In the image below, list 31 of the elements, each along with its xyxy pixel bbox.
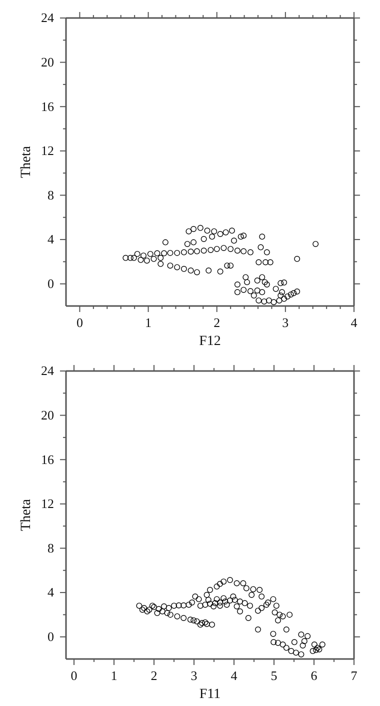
y-tick-label: 0	[48, 629, 54, 644]
y-tick-label: 16	[41, 452, 54, 467]
x-tick-label: 4	[230, 668, 238, 684]
x-tick-label: 2	[150, 668, 158, 684]
x-tick-label: 3	[282, 315, 289, 330]
x-tick-label: 7	[350, 668, 358, 684]
x-tick-label: 1	[110, 668, 118, 684]
x-tick-label: 2	[214, 315, 220, 330]
y-tick-label: 0	[48, 276, 54, 292]
y-axis-title: Theta	[19, 498, 34, 531]
y-tick-label: 20	[41, 407, 54, 422]
y-tick-label: 12	[41, 496, 54, 512]
x-tick-label: 1	[145, 315, 152, 330]
y-tick-label: 24	[41, 10, 54, 26]
x-tick-label: 3	[190, 668, 198, 684]
x-axis-title: F12	[199, 334, 221, 349]
y-tick-label: 8	[48, 540, 54, 556]
y-tick-label: 4	[48, 232, 54, 247]
x-tick-label: 6	[310, 668, 318, 684]
y-tick-label: 8	[48, 187, 54, 202]
x-tick-label: 4	[350, 315, 358, 330]
y-tick-label: 12	[41, 143, 54, 158]
x-axis-title: F11	[199, 687, 221, 702]
x-tick-label: 5	[270, 668, 278, 684]
x-tick-label: 0	[70, 668, 78, 684]
y-axis-title: Theta	[19, 145, 34, 178]
y-tick-label: 20	[41, 54, 54, 70]
y-tick-label: 16	[41, 98, 54, 114]
x-tick-label: 0	[76, 315, 83, 330]
y-tick-label: 4	[48, 584, 54, 600]
y-tick-label: 24	[41, 363, 54, 378]
